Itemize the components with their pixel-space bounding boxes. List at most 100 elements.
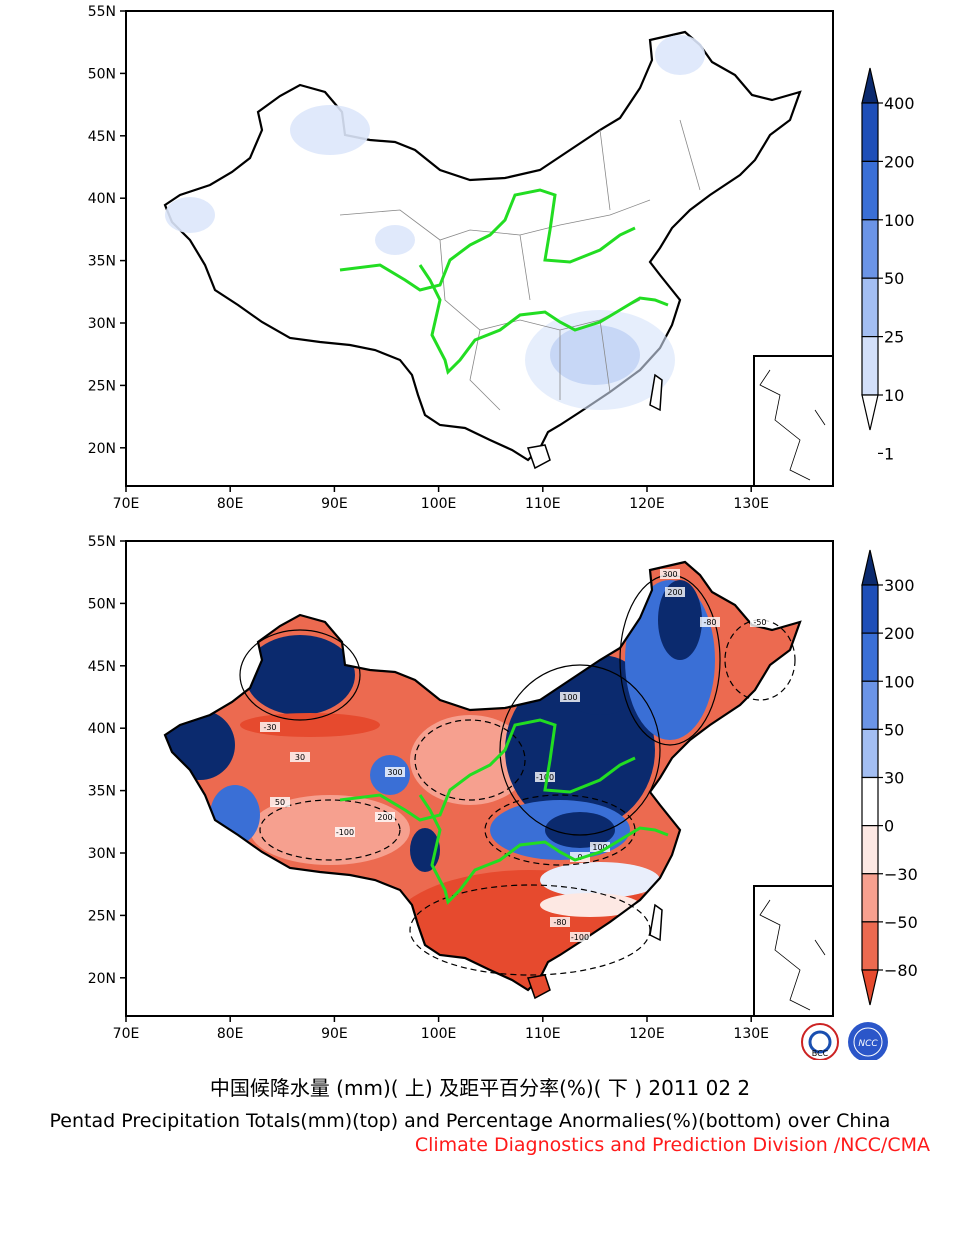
- bottom-lat-label: 30N: [88, 846, 116, 862]
- bottom-yangtze-river: [418, 794, 669, 905]
- contour-label-bg: [290, 752, 310, 762]
- contour-label-bg: [750, 617, 770, 627]
- bottom-colorbar-label: 30: [884, 769, 904, 788]
- contour-label: 50: [275, 798, 285, 807]
- top-lat-label: 40N: [88, 191, 116, 207]
- top-lon-label: 90E: [321, 496, 348, 512]
- contour-label-bg: [335, 827, 355, 837]
- top-colorbar-segment: [861, 336, 879, 396]
- contour-label-bg: [665, 587, 685, 597]
- contour-label: 100: [592, 843, 607, 852]
- top-colorbar-segment: [861, 277, 879, 338]
- bottom-colorbar-label: 300: [884, 576, 915, 595]
- bottom-colorbar-cap-top: [861, 549, 879, 586]
- top-lat-label: 45N: [88, 129, 116, 145]
- bottom-lon-label: 130E: [733, 1026, 769, 1042]
- top-lat-tick-labels: 55N 50N 45N 40N 35N 30N 25N 20N: [88, 4, 126, 457]
- anomaly-center-light: [410, 715, 530, 805]
- contour-label: 300: [662, 570, 677, 579]
- bottom-colorbar-segment: [861, 776, 879, 827]
- bottom-colorbar-segment: [861, 825, 879, 875]
- bottom-colorbar-segment: [861, 632, 879, 682]
- bottom-colorbar-segment: [861, 584, 879, 634]
- contour-label: -100: [571, 933, 589, 942]
- contour-label: 100: [562, 693, 577, 702]
- bottom-lon-label: 70E: [113, 1026, 140, 1042]
- top-colorbar-label: 200: [884, 152, 915, 171]
- bottom-lat-label: 45N: [88, 659, 116, 675]
- anomaly-south-light: [540, 893, 640, 917]
- top-colorbar: 400 200 100 50 25 10 1: [861, 67, 915, 463]
- top-precip-patch-north: [290, 105, 370, 155]
- contour-label-bg: [660, 569, 680, 579]
- contour-label-bg: [260, 722, 280, 732]
- contour-label-bg: [700, 617, 720, 627]
- svg-text:BCC: BCC: [812, 1049, 829, 1058]
- top-colorbar-label: 25: [884, 328, 904, 347]
- bottom-lat-label: 55N: [88, 534, 116, 550]
- contour-label: 30: [295, 753, 305, 762]
- top-colorbar-label: 100: [884, 211, 915, 230]
- contour-label-bg: [270, 797, 290, 807]
- bottom-colorbar-segment: [861, 680, 879, 730]
- bottom-lon-label: 100E: [421, 1026, 457, 1042]
- bottom-map: 55N 50N 45N 40N 35N 30N 25N 20N 70E 80E 90E 100E 11…: [88, 534, 918, 1060]
- bottom-inset-frame: [753, 885, 834, 1017]
- bottom-colorbar-segment: [861, 873, 879, 923]
- top-colorbar-label: 400: [884, 94, 915, 113]
- bottom-lat-label: 25N: [88, 908, 116, 924]
- top-precip-patch-tibet: [375, 225, 415, 255]
- contour-label: -30: [263, 723, 276, 732]
- top-lon-label: 110E: [525, 496, 561, 512]
- top-precip-patch-west: [165, 197, 215, 233]
- top-lon-label: 120E: [629, 496, 665, 512]
- bottom-china-outline: [163, 560, 802, 992]
- bottom-colorbar-label: −50: [884, 913, 918, 932]
- top-hainan: [527, 444, 551, 470]
- bottom-lon-label: 120E: [629, 1026, 665, 1042]
- top-lon-label: 130E: [733, 496, 769, 512]
- contour-label: -80: [553, 918, 566, 927]
- bottom-colorbar-label: 0: [884, 817, 894, 836]
- contour-label: 200: [667, 588, 682, 597]
- bottom-lat-label: 35N: [88, 784, 116, 800]
- bottom-lon-tick-labels: 70E 80E 90E 100E 110E 120E 130E: [113, 1016, 769, 1042]
- anomaly-yangtze-white: [540, 862, 660, 898]
- bottom-colorbar-label: 200: [884, 624, 915, 643]
- anomaly-yangtze-inner: [545, 812, 615, 848]
- contour-label: -50: [753, 618, 766, 627]
- contour-label: -80: [703, 618, 716, 627]
- top-precip-patch-northeast: [655, 35, 705, 75]
- caption-english: Pentad Precipitation Totals(mm)(top) and…: [49, 1110, 891, 1132]
- anomaly-xinjiang-north: [245, 635, 355, 715]
- top-taiwan: [649, 373, 663, 412]
- top-lon-label: 80E: [217, 496, 244, 512]
- top-lat-label: 50N: [88, 66, 116, 82]
- contour-label: -100: [336, 828, 354, 837]
- top-colorbar-label: 50: [884, 269, 904, 288]
- contour-label: 200: [377, 813, 392, 822]
- bottom-colorbar-cap-bottom: [861, 969, 879, 1006]
- bottom-colorbar-segment: [861, 728, 879, 779]
- top-lon-label: 70E: [113, 496, 140, 512]
- svg-text:NCC: NCC: [858, 1039, 878, 1049]
- ncc-logo: NCC: [848, 1022, 888, 1060]
- bottom-lon-label: 80E: [217, 1026, 244, 1042]
- contour-label-bg: [385, 767, 405, 777]
- bottom-lon-label: 90E: [321, 1026, 348, 1042]
- bottom-lat-label: 40N: [88, 721, 116, 737]
- contour-label-bg: [590, 842, 610, 852]
- top-colorbar-segment: [861, 219, 879, 279]
- top-inset-coast: [759, 369, 826, 481]
- top-colorbar-cap-top: [861, 67, 879, 104]
- bottom-colorbar-label: 50: [884, 720, 904, 739]
- top-lat-label: 20N: [88, 441, 116, 457]
- top-yangtze-river: [418, 264, 669, 375]
- top-province-lines: [339, 119, 701, 411]
- top-yellow-river: [339, 188, 636, 292]
- bottom-lat-label: 50N: [88, 596, 116, 612]
- caption-chinese: 中国候降水量 (mm)( 上) 及距平百分率(%)( 下 ) 2011 02 2: [209, 1076, 751, 1100]
